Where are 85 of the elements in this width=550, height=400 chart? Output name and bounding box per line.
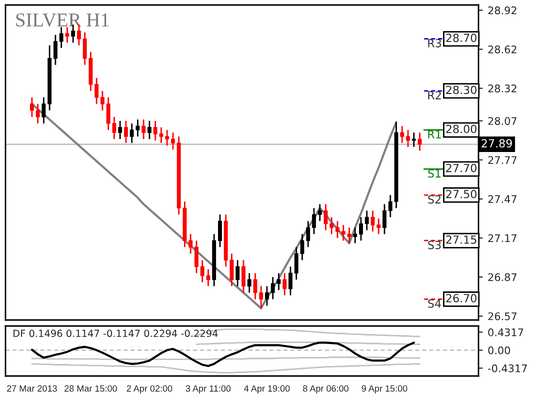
candlestick [294, 246, 298, 280]
y-tick-label: 28.62 [488, 45, 516, 54]
candlestick [382, 203, 386, 235]
candlestick [282, 272, 287, 296]
x-tick-label: 3 Apr 11:00 [186, 385, 231, 394]
x-tick-label: 2 Apr 02:00 [126, 385, 172, 394]
candlestick [265, 285, 269, 306]
candlestick [59, 26, 64, 49]
candlestick [370, 210, 375, 232]
candlestick [418, 132, 422, 152]
text: 27.70 [446, 164, 476, 172]
candlestick [353, 226, 358, 244]
candlestick [406, 129, 410, 148]
y-tick-label: 27.47 [488, 195, 516, 203]
candlestick [412, 132, 416, 148]
text: 28.30 [446, 86, 476, 94]
candlestick [359, 216, 363, 242]
candlestick [306, 220, 310, 248]
candlestick [312, 207, 316, 235]
candlestick [42, 96, 46, 124]
candlestick [318, 203, 322, 222]
candlestick [124, 120, 128, 144]
candlestick [142, 118, 146, 140]
candlestick [330, 216, 334, 235]
text: 27.15 [446, 235, 476, 244]
ref-line-label: R2 [428, 91, 441, 100]
y-tick-label: 28.92 [488, 6, 516, 14]
candlestick [242, 259, 246, 294]
candlestick [270, 276, 275, 300]
candlestick [170, 132, 175, 150]
candlestick [147, 120, 152, 140]
candlestick [94, 77, 99, 105]
ref-line-label: R3 [428, 39, 442, 48]
x-tick-label: 27 Mar 2013 [7, 385, 57, 392]
candlestick [388, 194, 392, 218]
y-tick-label: 28.07 [488, 117, 516, 125]
ref-line-label: S1 [428, 169, 441, 178]
candlestick [188, 233, 193, 254]
y-tick-label: 26.87 [488, 273, 516, 282]
candlestick [341, 224, 346, 242]
candlestick [165, 129, 170, 146]
candlestick [65, 26, 70, 44]
candlestick [236, 259, 240, 287]
line-series [30, 342, 415, 368]
candlestick [247, 272, 252, 294]
candlestick [30, 96, 34, 118]
line-series [31, 363, 420, 374]
candlestick [36, 103, 40, 124]
y-tick-label: 26.57 [488, 312, 516, 320]
y-tick-label: 27.17 [488, 234, 516, 242]
candlestick [194, 240, 198, 274]
y-tick-label: 27.77 [488, 156, 516, 164]
candlestick [118, 120, 122, 140]
text: 28.00 [446, 124, 476, 134]
candlestick [218, 214, 222, 248]
x-tick-label: 28 Mar 15:00 [64, 385, 117, 392]
ref-line-label: S2 [428, 195, 440, 204]
y-tick-label: -0.4317 [488, 364, 527, 372]
text: 28.70 [446, 34, 476, 42]
ref-line-label: S4 [428, 299, 441, 308]
candlestick [100, 90, 104, 112]
candlestick [376, 218, 381, 235]
candlestick [276, 272, 281, 291]
candlestick [288, 266, 292, 296]
y-tick-label: 0.00 [488, 346, 510, 354]
x-tick-label: 8 Apr 06:00 [303, 385, 348, 394]
candlestick [259, 285, 264, 309]
y-tick-label: 0.4317 [488, 328, 524, 336]
ref-line-label: 27.89 [482, 139, 512, 148]
candlestick [347, 226, 352, 244]
ref-line-label: R1 [428, 130, 441, 138]
text: 27.50 [446, 190, 476, 198]
chart-title: SILVER H1 [16, 13, 109, 27]
candlestick [53, 34, 58, 66]
x-tick-label: 9 Apr 15:00 [362, 385, 408, 394]
candlestick [364, 210, 369, 231]
x-tick-label: 4 Apr 19:00 [244, 385, 290, 394]
ref-line-label: S3 [428, 240, 441, 250]
candlestick [200, 259, 204, 283]
candlestick [206, 268, 210, 287]
candlestick [336, 220, 340, 239]
text: 26.70 [446, 294, 476, 302]
chart-title: DF 0.1496 0.1147 -0.1147 0.2294 -0.2294 [14, 330, 218, 338]
y-tick-label: 28.32 [488, 84, 516, 92]
candlestick [400, 125, 404, 144]
